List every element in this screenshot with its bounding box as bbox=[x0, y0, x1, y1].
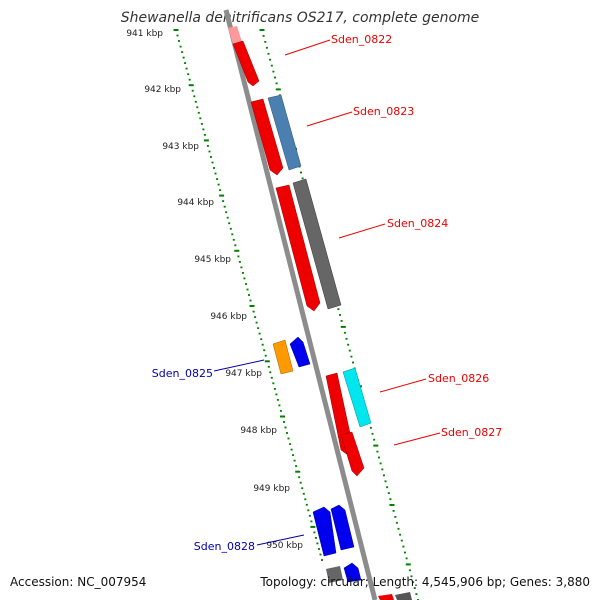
leader-sden-0823 bbox=[306, 111, 353, 127]
leader-sden-0828 bbox=[256, 534, 305, 546]
scale-label-946: 946 kbp bbox=[210, 312, 247, 322]
gene-feature-sden-0828-a[interactable] bbox=[312, 506, 337, 557]
gene-feature-top-partial[interactable] bbox=[228, 26, 242, 44]
gene-feature-sden-0824-red[interactable] bbox=[275, 184, 321, 312]
genome-backbone bbox=[223, 9, 378, 600]
gene-feature-sden-0823-blue[interactable] bbox=[267, 94, 302, 171]
gene-feature-bottom-blue[interactable] bbox=[343, 562, 362, 583]
scale-label-941: 941 kbp bbox=[126, 29, 163, 39]
gene-feature-sden-0825-orange[interactable] bbox=[272, 339, 294, 375]
leader-sden-0827 bbox=[393, 432, 441, 446]
gene-feature-sden-0824-grey[interactable] bbox=[292, 178, 342, 310]
leader-sden-0825 bbox=[213, 359, 265, 372]
scale-label-945: 945 kbp bbox=[194, 255, 231, 265]
gene-feature-sden-0823-red[interactable] bbox=[250, 98, 284, 176]
gene-labels: Sden_0822 Sden_0823 Sden_0824 Sden_0825 … bbox=[152, 33, 502, 553]
gene-feature-bottom-grey[interactable] bbox=[326, 566, 343, 583]
gene-label-sden-0827[interactable]: Sden_0827 bbox=[441, 426, 502, 439]
gene-feature-sden-0825-blue[interactable] bbox=[289, 336, 311, 368]
gene-feature-sden-0822[interactable] bbox=[232, 40, 260, 87]
scale-label-950: 950 kbp bbox=[266, 541, 303, 551]
leader-sden-0822 bbox=[284, 39, 331, 56]
gene-feature-bottom-red[interactable] bbox=[378, 594, 394, 600]
scale-labels: 941 kbp 942 kbp 943 kbp 944 kbp 945 kbp … bbox=[126, 29, 303, 551]
gene-feature-bottom-darkgrey[interactable] bbox=[395, 592, 412, 600]
gene-feature-sden-0827[interactable] bbox=[340, 431, 365, 477]
gene-label-sden-0824[interactable]: Sden_0824 bbox=[387, 217, 448, 230]
scale-label-948: 948 kbp bbox=[240, 426, 277, 436]
accession-text: Accession: NC_007954 bbox=[10, 575, 146, 589]
scale-label-944: 944 kbp bbox=[177, 198, 214, 208]
gene-feature-sden-0826-cyan[interactable] bbox=[342, 367, 372, 428]
gene-label-sden-0822[interactable]: Sden_0822 bbox=[331, 33, 392, 46]
genome-title: Shewanella denitrificans OS217, complete… bbox=[121, 10, 480, 26]
leader-sden-0824 bbox=[338, 223, 386, 239]
scale-label-943: 943 kbp bbox=[162, 142, 199, 152]
gene-label-sden-0823[interactable]: Sden_0823 bbox=[353, 105, 414, 118]
scale-label-947: 947 kbp bbox=[225, 369, 262, 379]
gene-feature-sden-0828-b[interactable] bbox=[330, 504, 355, 551]
scale-label-949: 949 kbp bbox=[253, 484, 290, 494]
gene-label-leaders bbox=[213, 39, 441, 546]
gene-label-sden-0826[interactable]: Sden_0826 bbox=[428, 372, 489, 385]
gene-label-sden-0828[interactable]: Sden_0828 bbox=[194, 540, 255, 553]
scale-label-942: 942 kbp bbox=[144, 85, 181, 95]
gene-features bbox=[228, 26, 412, 600]
genome-summary-text: Topology: circular; Length: 4,545,906 bp… bbox=[259, 575, 590, 589]
gene-label-sden-0825[interactable]: Sden_0825 bbox=[152, 367, 213, 380]
leader-sden-0826 bbox=[379, 378, 427, 393]
